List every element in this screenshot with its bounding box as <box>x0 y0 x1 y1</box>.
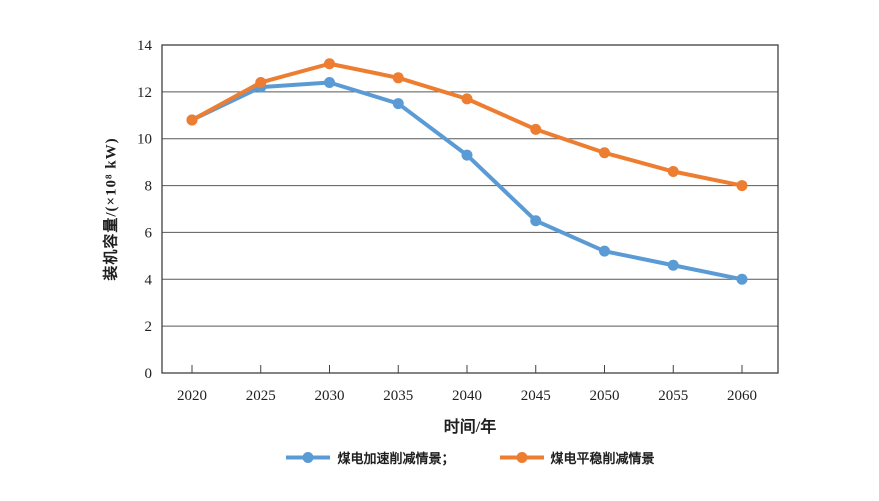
data-point-series-0 <box>461 149 473 161</box>
data-point-series-1 <box>324 58 335 70</box>
x-tick-label: 2045 <box>521 388 551 404</box>
y-tick-label: 0 <box>145 366 153 382</box>
x-tick-label: 2055 <box>658 388 688 404</box>
y-tick-label: 4 <box>145 272 153 288</box>
x-tick-label: 2030 <box>315 388 345 404</box>
series-line-0 <box>190 80 744 282</box>
y-tick-label: 14 <box>137 38 153 54</box>
data-point-series-0 <box>736 273 748 285</box>
legend-label-steady-scenario: 煤电平稳削减情景 <box>550 451 655 466</box>
chart-legend: 煤电加速削减情景； 煤电平稳削减情景 <box>162 448 778 467</box>
data-point-series-0 <box>530 215 542 227</box>
y-tick-label: 10 <box>137 132 152 148</box>
legend-item-steady-scenario: 煤电平稳削减情景 <box>499 448 655 467</box>
y-tick-label: 2 <box>145 319 153 335</box>
y-tick-label: 8 <box>145 179 153 195</box>
data-point-series-0 <box>599 245 610 257</box>
x-axis-title: 时间/年 <box>443 419 497 436</box>
x-tick-label: 2060 <box>727 388 757 404</box>
y-tick-label: 12 <box>137 85 152 101</box>
data-point-series-1 <box>255 76 267 88</box>
data-point-series-1 <box>186 114 198 126</box>
data-point-series-0 <box>392 98 404 110</box>
x-tick-label: 2040 <box>452 388 482 404</box>
y-tick-label: 6 <box>145 225 153 241</box>
legend-line-marker-orange-icon <box>499 452 544 463</box>
data-point-series-1 <box>667 166 679 178</box>
x-axis-footer: 时间/年 <box>162 413 778 437</box>
legend-line-marker-blue-icon <box>286 452 331 463</box>
x-tick-label: 2020 <box>177 388 207 404</box>
line-chart-plot: 2020 2025 2030 2035 2040 2045 2050 2055 2060 0 2 4 6… <box>137 38 779 404</box>
x-tick-label: 2035 <box>383 388 413 404</box>
plot-border <box>161 44 779 374</box>
y-axis-title: 装机容量/(×10⁸ kW) <box>103 137 120 281</box>
data-point-series-1 <box>530 123 542 135</box>
data-point-series-1 <box>736 180 748 192</box>
data-point-series-1 <box>599 147 610 159</box>
series-line-1 <box>190 61 744 188</box>
legend-label-accelerated-scenario: 煤电加速削减情景； <box>337 451 455 466</box>
legend-item-accelerated-scenario: 煤电加速削减情景； <box>285 448 455 467</box>
data-point-series-1 <box>392 72 404 84</box>
x-tick-label: 2025 <box>246 388 276 404</box>
data-point-series-0 <box>667 259 679 271</box>
data-point-series-1 <box>461 93 473 105</box>
x-tick-label: 2050 <box>590 388 620 404</box>
data-point-series-0 <box>324 76 335 88</box>
